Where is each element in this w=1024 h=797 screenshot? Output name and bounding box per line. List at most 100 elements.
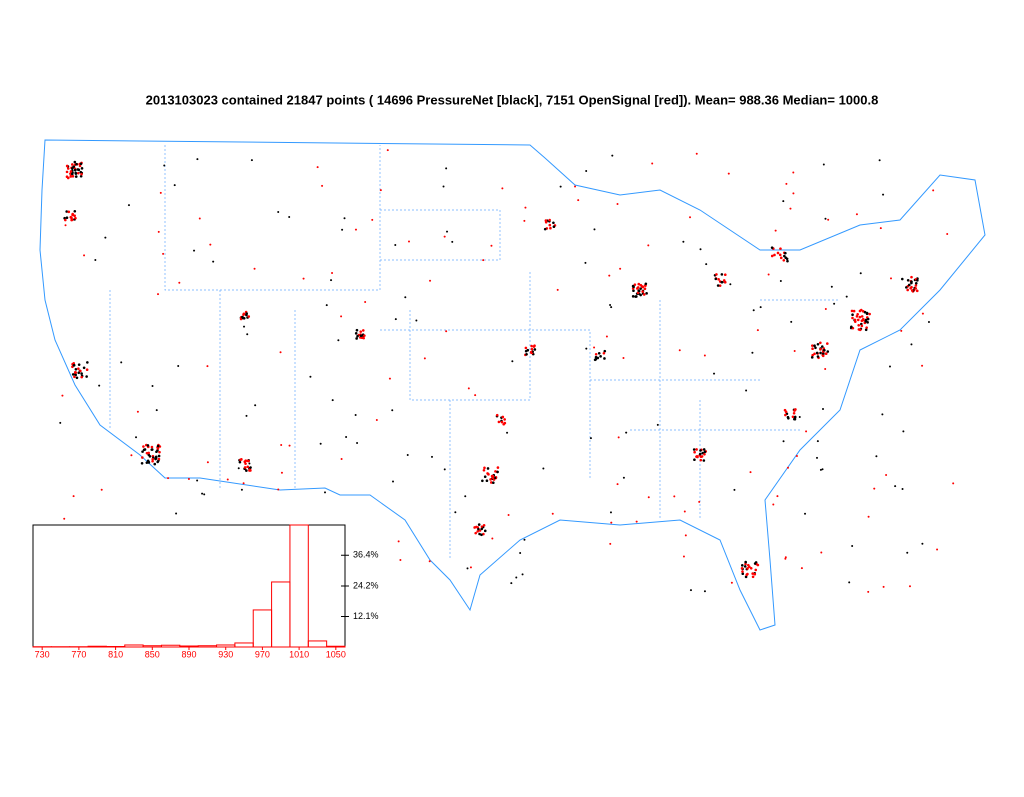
map-point (63, 518, 65, 520)
map-point (74, 161, 77, 164)
map-point (280, 351, 282, 353)
map-point (715, 273, 718, 276)
map-point (157, 293, 159, 295)
map-point (906, 552, 908, 554)
map-point (71, 167, 74, 170)
map-point (784, 409, 787, 412)
chart-title: 2013103023 contained 21847 points ( 1469… (146, 92, 879, 107)
map-point (74, 169, 77, 172)
map-point (900, 330, 902, 332)
map-point (177, 365, 179, 367)
map-point (647, 244, 649, 246)
map-point (593, 228, 595, 230)
map-point (163, 164, 165, 166)
map-point (916, 290, 919, 293)
map-point (699, 449, 702, 452)
map-point (598, 352, 601, 355)
map-point (144, 448, 147, 451)
map-point (487, 473, 490, 476)
map-point (794, 408, 797, 411)
map-point (245, 312, 248, 315)
map-point (651, 163, 653, 165)
map-point (552, 513, 554, 515)
map-point (792, 172, 794, 174)
map-point (207, 461, 209, 463)
map-point (151, 446, 154, 449)
map-point (819, 352, 822, 355)
map-point (696, 153, 698, 155)
map-point (883, 586, 885, 588)
map-point (321, 185, 323, 187)
map-point (752, 575, 755, 578)
map-point (608, 275, 610, 277)
map-point (784, 252, 787, 255)
map-point (478, 523, 481, 526)
map-point (760, 306, 762, 308)
map-point (175, 513, 177, 515)
map-point (74, 217, 77, 220)
map-point (363, 334, 366, 337)
map-point (794, 416, 797, 419)
map-point (850, 326, 853, 329)
map-point (860, 272, 862, 274)
map-point (610, 511, 612, 513)
map-point (75, 368, 78, 371)
map-point (73, 364, 76, 367)
map-point (846, 296, 848, 298)
map-point (699, 453, 702, 456)
map-point (816, 457, 818, 459)
map-point (881, 413, 883, 415)
map-point (464, 495, 466, 497)
map-point (779, 254, 782, 257)
map-point (247, 315, 250, 318)
map-point (603, 352, 606, 355)
map-point (857, 324, 860, 327)
x-tick-label: 890 (181, 649, 196, 659)
map-point (244, 466, 247, 469)
map-point (337, 339, 339, 341)
map-point (640, 284, 643, 287)
map-point (451, 241, 453, 243)
map-point (864, 311, 867, 314)
map-point (356, 335, 359, 338)
map-point (574, 185, 576, 187)
map-point (376, 419, 378, 421)
map-point (75, 172, 78, 175)
map-point (922, 313, 924, 315)
map-point (525, 350, 528, 353)
map-point (820, 552, 822, 554)
map-point (332, 399, 334, 401)
map-point (371, 219, 373, 221)
map-point (822, 355, 825, 358)
map-point (817, 343, 820, 346)
map-point (247, 460, 250, 463)
map-point (782, 259, 785, 262)
map-point (483, 467, 486, 470)
map-point (728, 173, 730, 175)
map-point (478, 533, 481, 536)
map-point (444, 236, 446, 238)
map-point (822, 408, 824, 410)
map-point (593, 346, 595, 348)
map-point (914, 287, 917, 290)
map-point (356, 329, 359, 332)
map-point (902, 430, 904, 432)
x-tick-label: 770 (71, 649, 86, 659)
map-point (167, 477, 169, 479)
map-point (813, 353, 816, 356)
map-point (820, 469, 822, 471)
map-point (484, 530, 487, 533)
map-point (811, 356, 814, 359)
map-point (524, 207, 526, 209)
map-point (645, 282, 648, 285)
map-point (825, 308, 827, 310)
map-point (155, 450, 158, 453)
map-point (673, 495, 675, 497)
map-point (246, 333, 248, 335)
map-point (544, 228, 547, 231)
map-point (511, 360, 513, 362)
map-point (362, 329, 365, 332)
map-point (817, 355, 820, 358)
map-point (890, 277, 892, 279)
map-point (178, 282, 180, 284)
